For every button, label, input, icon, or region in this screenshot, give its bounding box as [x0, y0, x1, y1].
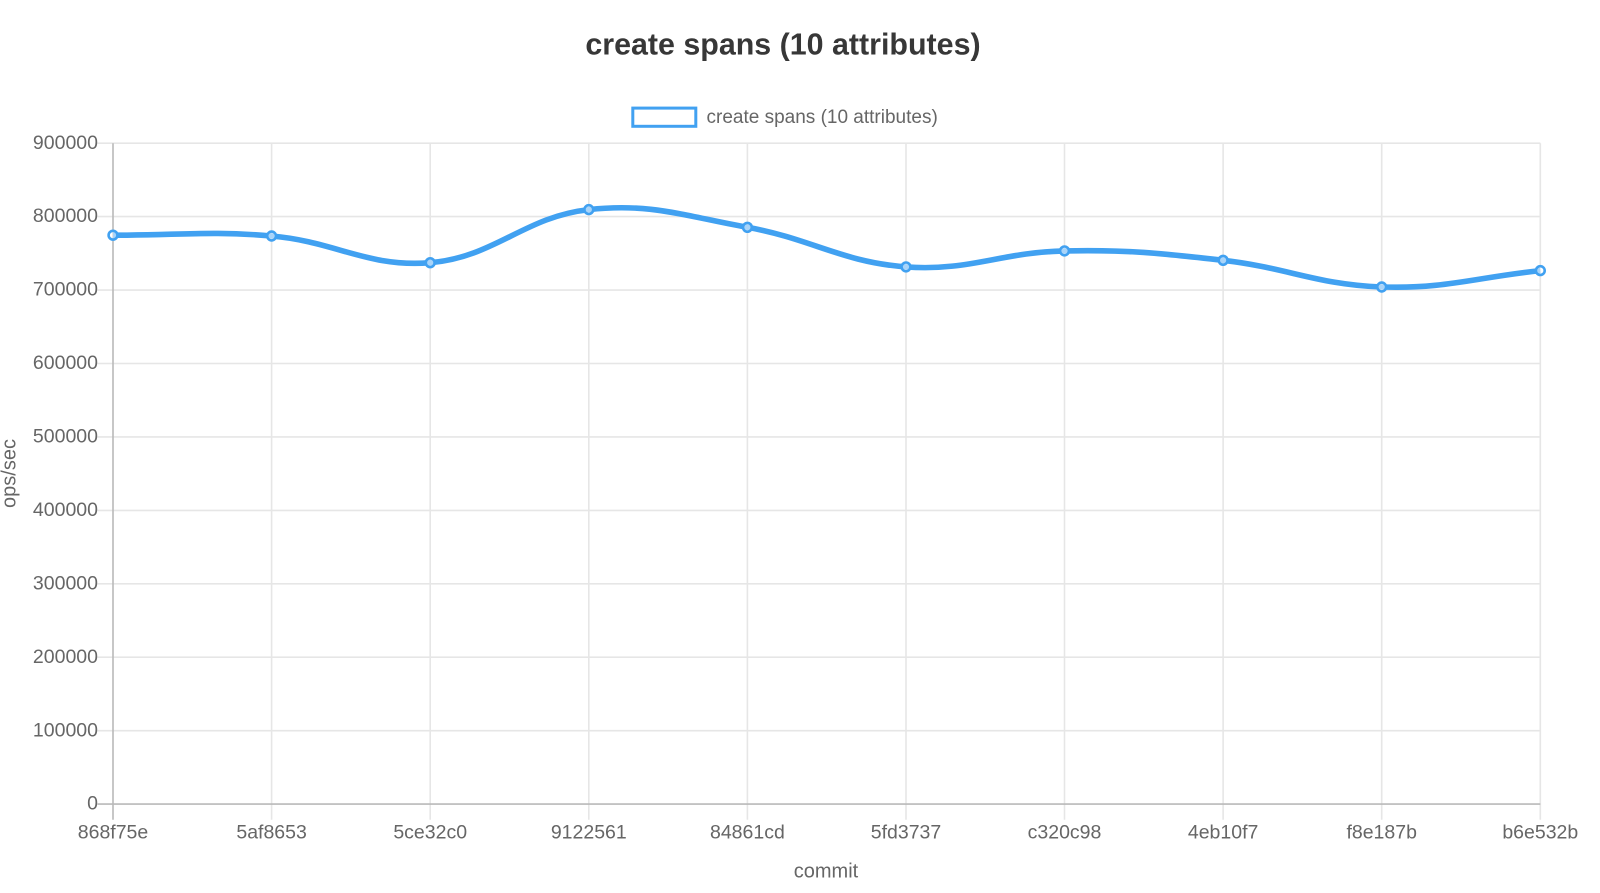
svg-text:commit: commit — [794, 861, 859, 883]
svg-text:create spans (10 attributes): create spans (10 attributes) — [585, 28, 980, 62]
svg-text:84861cd: 84861cd — [710, 822, 785, 844]
svg-text:700000: 700000 — [33, 279, 98, 301]
svg-text:900000: 900000 — [33, 132, 98, 154]
svg-text:5af8653: 5af8653 — [236, 822, 307, 844]
svg-text:400000: 400000 — [33, 499, 98, 521]
svg-text:b6e532b: b6e532b — [1502, 822, 1578, 844]
svg-text:5ce32c0: 5ce32c0 — [393, 822, 467, 844]
svg-text:500000: 500000 — [33, 426, 98, 448]
svg-text:800000: 800000 — [33, 205, 98, 227]
svg-text:200000: 200000 — [33, 646, 98, 668]
svg-text:9122561: 9122561 — [551, 822, 627, 844]
svg-text:100000: 100000 — [33, 719, 98, 741]
svg-text:create spans (10 attributes): create spans (10 attributes) — [707, 107, 938, 128]
svg-text:600000: 600000 — [33, 352, 98, 374]
svg-text:4eb10f7: 4eb10f7 — [1188, 822, 1259, 844]
svg-text:c320c98: c320c98 — [1028, 822, 1102, 844]
svg-text:5fd3737: 5fd3737 — [871, 822, 942, 844]
svg-text:868f75e: 868f75e — [78, 822, 149, 844]
svg-text:0: 0 — [87, 793, 98, 815]
svg-text:300000: 300000 — [33, 572, 98, 594]
svg-text:ops/sec: ops/sec — [0, 439, 21, 508]
svg-text:f8e187b: f8e187b — [1346, 822, 1417, 844]
